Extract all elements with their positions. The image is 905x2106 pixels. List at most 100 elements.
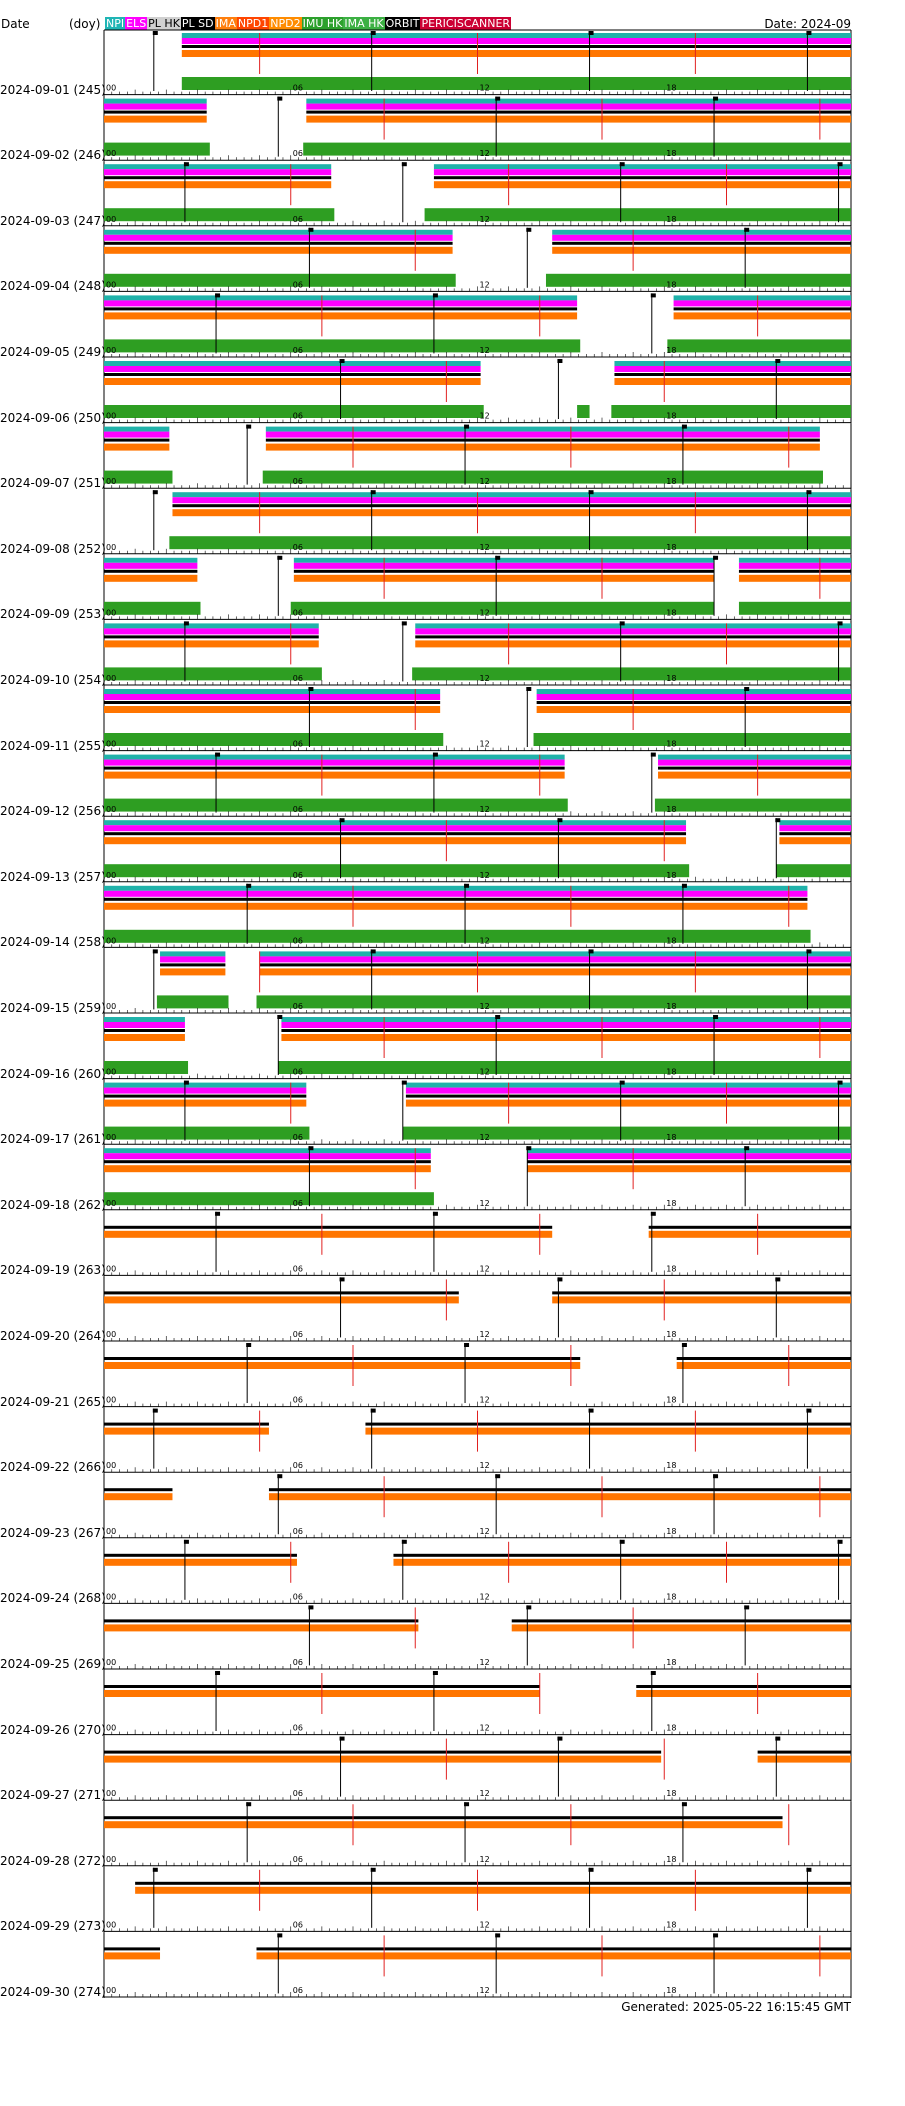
axis-tick-label: 12 [480,215,490,224]
orbit-flag [619,621,625,626]
orbit-flag [152,949,158,954]
hk-bar [303,142,851,156]
ima-bar [104,246,453,254]
pl-sd-bar [673,307,851,311]
hk-bar [104,733,444,746]
hk-bar [533,733,851,746]
orbit-flag [713,1015,719,1019]
day-row: 00 06 12 18 [103,1932,852,1998]
ima-bar [256,1952,851,1960]
axis-tick-label: 06 [293,1264,303,1273]
hk-bar [104,667,322,681]
row-date-label: 2024-09-02 (246) [0,148,106,163]
axis-tick-label: 06 [293,1592,303,1601]
hk-bar [776,864,851,878]
pl-sd-bar [104,1553,297,1557]
axis-tick-label: 00 [106,215,116,224]
hk-bar [104,864,690,878]
legend: NPI ELS PL HK PL SD IMA NPD1 NPD2 IMU HK IMA HK O… [105,17,512,30]
orbit-flag [215,1211,221,1216]
header-doy-label: (doy) [69,17,101,31]
els-bar [104,169,332,176]
orbit-flag [152,1867,158,1872]
pl-sd-bar [104,373,481,376]
axis-tick-label: 00 [106,674,116,683]
ima-bar [104,1296,459,1304]
els-bar [306,103,851,110]
els-bar [104,1087,307,1094]
axis-tick-label: 12 [480,1920,490,1929]
hk-bar [412,667,851,681]
day-row: 00 06 12 18 [103,489,852,555]
day-row: 00 06 12 18 [103,1801,852,1867]
ima-bar [160,968,226,976]
axis-tick-label: 00 [106,1855,116,1864]
axis-tick-label: 00 [106,412,116,421]
pl-sd-bar [393,1553,851,1557]
axis-tick-label: 00 [106,346,116,355]
orbit-flag [464,1802,470,1807]
axis-tick-label: 18 [666,1986,676,1995]
day-row: 00 06 12 18 [103,1276,852,1342]
day-row: 00 06 12 18 [103,751,852,818]
legend-item-ima-hk: IMA HK [343,17,385,30]
ima-bar [104,640,319,648]
orbit-flag [588,1867,594,1872]
ima-bar [104,1034,185,1041]
els-bar [104,234,453,241]
hk-bar [104,470,173,484]
day-row: 00 06 12 18 [103,1342,852,1408]
axis-tick-label: 12 [480,1855,490,1864]
day-row: 00 06 12 18 [103,554,852,621]
pl-sd-bar [268,1488,851,1492]
orbit-flag [775,818,781,823]
ima-bar [104,706,441,713]
day-row: 00 06 12 18 [103,1604,852,1670]
axis-tick-label: 06 [293,280,303,289]
pl-sd-bar [104,1225,553,1229]
npi-bar [265,426,820,432]
pl-sd-bar [511,1619,851,1623]
axis-tick-label: 18 [666,1724,676,1733]
orbit-flag [557,1277,563,1282]
ima-bar [405,1099,851,1107]
npi-bar [104,295,578,301]
pl-sd-bar [415,635,851,639]
header-month-label: Date: 2024-09 [764,17,851,31]
axis-tick-label: 12 [480,1068,490,1077]
row-date-label: 2024-09-27 (271) [0,1788,106,1803]
orbit-flag [806,1867,812,1872]
row-date-label: 2024-09-11 (255) [0,738,106,753]
orbit-flag [246,1343,252,1347]
orbit-flag [713,1474,719,1479]
hk-bar [104,1126,310,1140]
npi-bar [433,164,851,170]
orbit-flag [806,31,812,35]
npi-bar [552,229,851,235]
orbit-flag [401,1539,407,1544]
ima-bar [104,378,481,385]
ima-bar [552,246,851,254]
pl-sd-bar [757,1750,851,1754]
npi-bar [405,1082,851,1088]
hk-bar [104,929,811,943]
legend-item-pl-hk: PL HK [147,17,181,30]
day-row: 00 06 12 18 [103,882,852,949]
ima-bar [104,771,565,779]
pl-sd-bar [738,569,851,573]
day-row: 00 06 12 18 [103,1866,852,1933]
orbit-flag [183,621,189,626]
orbit-flag [401,621,407,626]
orbit-flag [713,555,719,560]
axis-tick-label: 12 [480,412,490,421]
hk-bar [424,208,851,222]
pl-sd-bar [405,1094,851,1098]
ima-bar [104,574,198,582]
ima-bar [552,1296,851,1304]
axis-tick-label: 12 [480,280,490,289]
orbit-flag [339,1736,345,1741]
row-date-label: 2024-09-16 (260) [0,1066,106,1081]
npi-bar [527,1148,851,1154]
axis-tick-label: 12 [480,1527,490,1536]
pl-sd-bar [433,176,851,180]
